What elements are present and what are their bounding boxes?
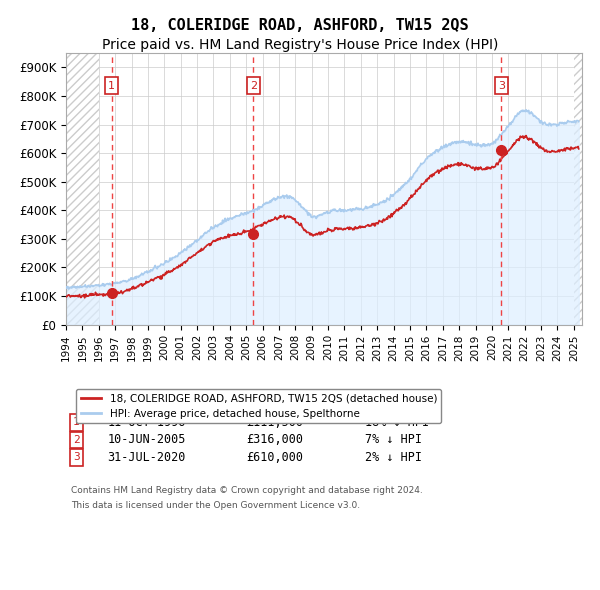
Text: Price paid vs. HM Land Registry's House Price Index (HPI): Price paid vs. HM Land Registry's House …	[102, 38, 498, 53]
Text: This data is licensed under the Open Government Licence v3.0.: This data is licensed under the Open Gov…	[71, 501, 360, 510]
Text: 18% ↓ HPI: 18% ↓ HPI	[365, 416, 430, 429]
Text: £610,000: £610,000	[247, 451, 304, 464]
Text: 2% ↓ HPI: 2% ↓ HPI	[365, 451, 422, 464]
Text: 10-JUN-2005: 10-JUN-2005	[107, 433, 185, 447]
Text: 1: 1	[108, 81, 115, 91]
Text: 2: 2	[73, 435, 80, 445]
Text: 11-OCT-1996: 11-OCT-1996	[107, 416, 185, 429]
Text: £111,500: £111,500	[247, 416, 304, 429]
Text: 3: 3	[73, 453, 80, 463]
Text: Contains HM Land Registry data © Crown copyright and database right 2024.: Contains HM Land Registry data © Crown c…	[71, 486, 423, 495]
Legend: 18, COLERIDGE ROAD, ASHFORD, TW15 2QS (detached house), HPI: Average price, deta: 18, COLERIDGE ROAD, ASHFORD, TW15 2QS (d…	[76, 389, 442, 423]
Bar	[574, 53, 582, 325]
Text: 31-JUL-2020: 31-JUL-2020	[107, 451, 185, 464]
Text: 3: 3	[498, 81, 505, 91]
Text: £316,000: £316,000	[247, 433, 304, 447]
Text: 1: 1	[73, 417, 80, 427]
Bar	[66, 53, 99, 325]
Text: 18, COLERIDGE ROAD, ASHFORD, TW15 2QS: 18, COLERIDGE ROAD, ASHFORD, TW15 2QS	[131, 18, 469, 32]
Text: 7% ↓ HPI: 7% ↓ HPI	[365, 433, 422, 447]
Text: 2: 2	[250, 81, 257, 91]
